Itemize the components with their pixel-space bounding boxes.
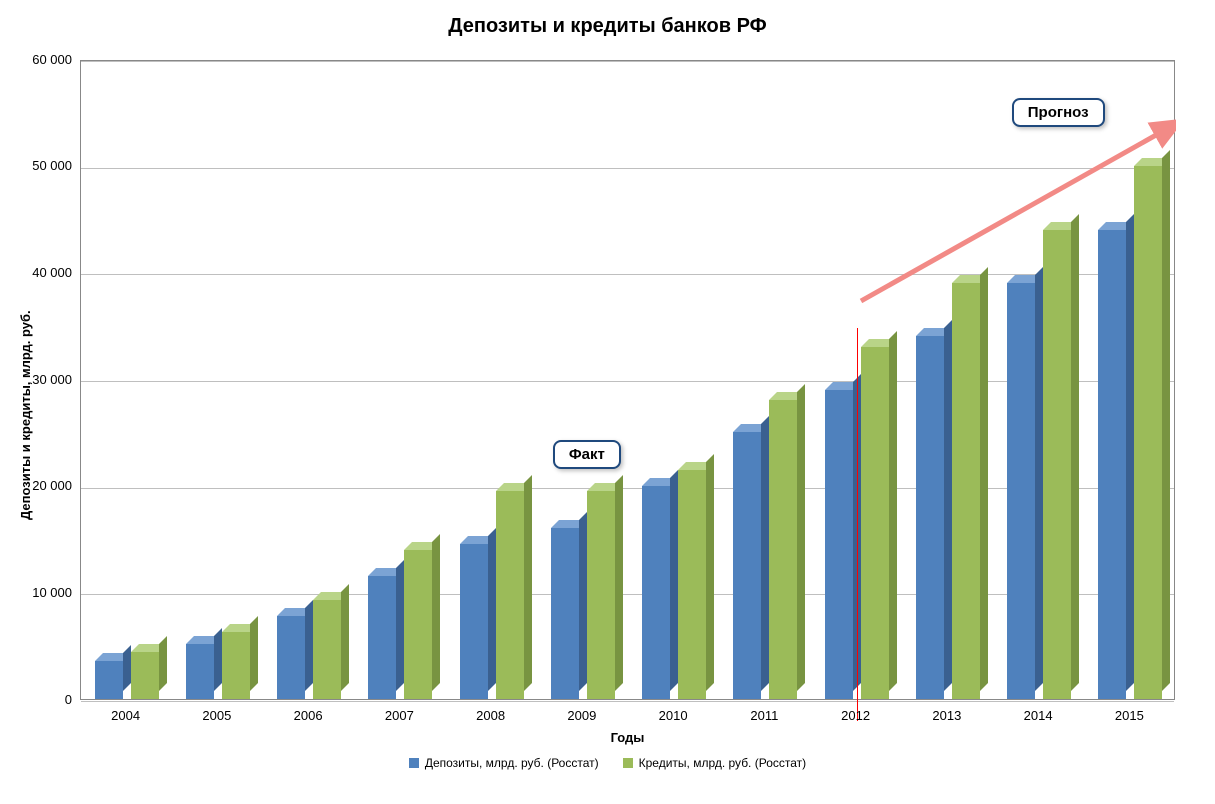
bar — [404, 550, 432, 699]
bar — [1043, 230, 1071, 699]
y-tick-label: 60 000 — [12, 52, 72, 67]
bar — [460, 544, 488, 699]
x-tick-label: 2006 — [294, 708, 323, 723]
bar — [368, 576, 396, 699]
forecast-divider — [857, 328, 858, 721]
bar — [277, 616, 305, 699]
x-tick-label: 2011 — [750, 708, 778, 723]
x-tick-label: 2013 — [932, 708, 961, 723]
y-tick-label: 0 — [12, 692, 72, 707]
bar — [496, 491, 524, 699]
bar — [1098, 230, 1126, 699]
annotation-callout: Прогноз — [1012, 98, 1105, 127]
annotation-callout: Факт — [553, 440, 621, 469]
plot-area: Факт Прогноз — [80, 60, 1175, 700]
x-tick-label: 2012 — [841, 708, 870, 723]
x-tick-label: 2007 — [385, 708, 414, 723]
bar — [222, 632, 250, 699]
legend-swatch — [409, 758, 419, 768]
x-tick-label: 2009 — [567, 708, 596, 723]
y-gridline — [81, 701, 1174, 702]
y-gridline — [81, 274, 1174, 275]
y-tick-label: 20 000 — [12, 478, 72, 493]
x-tick-label: 2010 — [659, 708, 688, 723]
x-tick-label: 2005 — [202, 708, 231, 723]
legend: Депозиты, млрд. руб. (Росстат) Кредиты, м… — [0, 755, 1215, 770]
bar — [769, 400, 797, 699]
bar — [1134, 166, 1162, 699]
bar — [551, 528, 579, 699]
chart-title: Депозиты и кредиты банков РФ — [0, 15, 1215, 38]
bar — [642, 486, 670, 699]
y-tick-label: 40 000 — [12, 265, 72, 280]
x-axis-title: Годы — [80, 730, 1175, 745]
y-gridline — [81, 61, 1174, 62]
legend-item: Депозиты, млрд. руб. (Росстат) — [409, 755, 599, 770]
bar — [587, 491, 615, 699]
bar — [1007, 283, 1035, 699]
y-tick-label: 10 000 — [12, 585, 72, 600]
y-gridline — [81, 168, 1174, 169]
bar — [952, 283, 980, 699]
bar — [186, 644, 214, 699]
legend-swatch — [623, 758, 633, 768]
bar — [313, 600, 341, 699]
legend-label: Депозиты, млрд. руб. (Росстат) — [425, 756, 599, 770]
bar — [916, 336, 944, 699]
chart-root: Депозиты и кредиты банков РФ Факт Прогноз… — [0, 0, 1215, 804]
bar — [861, 347, 889, 699]
y-tick-label: 30 000 — [12, 372, 72, 387]
legend-item: Кредиты, млрд. руб. (Росстат) — [623, 755, 807, 770]
x-tick-label: 2015 — [1115, 708, 1144, 723]
bar — [825, 390, 853, 699]
legend-label: Кредиты, млрд. руб. (Росстат) — [639, 756, 807, 770]
x-tick-label: 2008 — [476, 708, 505, 723]
bar — [131, 652, 159, 699]
x-tick-label: 2014 — [1024, 708, 1053, 723]
y-tick-label: 50 000 — [12, 158, 72, 173]
x-tick-label: 2004 — [111, 708, 140, 723]
bar — [95, 661, 123, 699]
bar — [678, 470, 706, 699]
bar — [733, 432, 761, 699]
